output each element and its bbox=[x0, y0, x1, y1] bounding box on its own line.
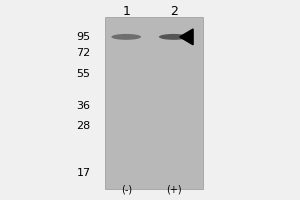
FancyBboxPatch shape bbox=[105, 17, 203, 189]
Polygon shape bbox=[180, 29, 193, 45]
Text: 55: 55 bbox=[76, 69, 91, 79]
Text: 2: 2 bbox=[170, 5, 178, 18]
Text: 28: 28 bbox=[76, 121, 91, 131]
Text: 17: 17 bbox=[76, 168, 91, 178]
Text: (+): (+) bbox=[166, 185, 182, 195]
Text: 1: 1 bbox=[122, 5, 130, 18]
Text: 95: 95 bbox=[76, 32, 91, 42]
Ellipse shape bbox=[159, 34, 189, 40]
Text: (-): (-) bbox=[121, 185, 132, 195]
Text: 36: 36 bbox=[76, 101, 91, 111]
Text: 72: 72 bbox=[76, 48, 91, 58]
Ellipse shape bbox=[111, 34, 141, 40]
